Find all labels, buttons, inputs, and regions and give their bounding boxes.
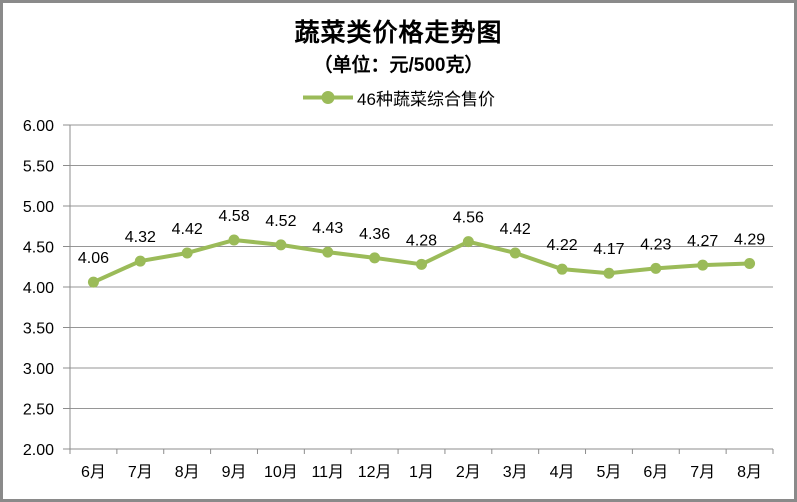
x-tick-label: 10月 — [264, 464, 298, 481]
data-point-marker — [556, 263, 568, 275]
data-point-label: 4.36 — [359, 226, 390, 243]
data-point-label: 4.42 — [172, 221, 203, 238]
x-tick-label: 6月 — [81, 464, 106, 481]
data-point-label: 4.58 — [218, 208, 249, 225]
legend-series-label: 46种蔬菜综合售价 — [357, 89, 495, 109]
x-tick-label: 8月 — [175, 464, 200, 481]
data-point-marker — [603, 267, 615, 279]
data-point-marker — [275, 239, 287, 251]
data-point-label: 4.29 — [734, 232, 765, 249]
data-point-label: 4.43 — [312, 220, 343, 237]
x-tick-label: 12月 — [358, 464, 392, 481]
y-tick-label: 2.00 — [23, 442, 54, 459]
data-point-label: 4.28 — [406, 232, 437, 249]
data-point-marker — [416, 258, 427, 270]
x-tick-label: 8月 — [737, 464, 762, 481]
y-tick-label: 3.00 — [23, 361, 54, 378]
data-point-marker — [87, 276, 99, 288]
legend: 46种蔬菜综合售价 — [0, 85, 797, 109]
y-tick-label: 3.50 — [23, 321, 54, 338]
x-tick-label: 7月 — [128, 464, 153, 481]
data-point-label: 4.32 — [125, 229, 156, 246]
y-tick-label: 5.50 — [23, 159, 54, 176]
x-tick-label: 4月 — [550, 464, 575, 481]
data-point-marker — [650, 262, 662, 274]
x-tick-label: 9月 — [222, 464, 247, 481]
x-tick-label: 2月 — [456, 464, 481, 481]
data-point-marker — [509, 247, 521, 259]
x-tick-label: 1月 — [409, 464, 434, 481]
chart-title: 蔬菜类价格走势图 — [294, 19, 503, 47]
x-tick-label: 3月 — [503, 464, 528, 481]
y-tick-label: 5.00 — [23, 199, 54, 216]
y-tick-label: 2.50 — [23, 402, 54, 419]
data-point-label: 4.52 — [265, 213, 296, 230]
data-point-label: 4.27 — [687, 233, 718, 250]
data-point-marker — [369, 252, 381, 264]
data-point-marker — [322, 246, 334, 258]
chart-subtitle: （单位：元/500克） — [313, 55, 484, 76]
data-point-marker — [462, 236, 474, 248]
data-point-label: 4.06 — [78, 250, 109, 267]
x-tick-label: 6月 — [643, 464, 668, 481]
data-point-marker — [697, 259, 709, 271]
x-tick-label: 7月 — [690, 464, 715, 481]
y-tick-label: 4.50 — [23, 240, 54, 257]
data-point-label: 4.23 — [640, 236, 671, 253]
x-tick-label: 11月 — [311, 464, 344, 481]
data-point-marker — [228, 234, 240, 246]
data-point-marker — [744, 258, 756, 270]
data-point-label: 4.56 — [453, 210, 484, 227]
data-point-marker — [181, 247, 193, 259]
data-point-label: 4.17 — [593, 241, 624, 258]
x-tick-label: 5月 — [597, 464, 622, 481]
y-tick-label: 4.00 — [23, 280, 54, 297]
data-point-label: 4.42 — [500, 221, 531, 238]
data-point-marker — [134, 255, 146, 267]
y-tick-label: 6.00 — [23, 118, 54, 135]
data-point-label: 4.22 — [547, 237, 578, 254]
legend-line-marker-icon — [303, 90, 354, 104]
